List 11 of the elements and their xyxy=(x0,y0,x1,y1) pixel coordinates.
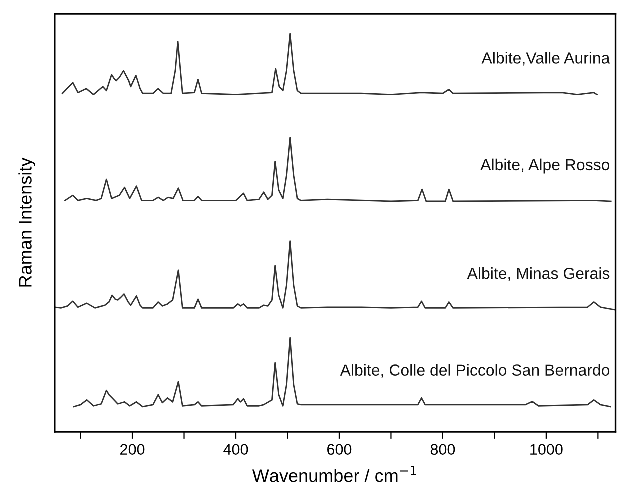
series-label: Albite, Colle del Piccolo San Bernardo xyxy=(340,364,610,378)
series-label: Albite, Minas Gerais xyxy=(467,268,610,282)
series-label: Albite, Alpe Rosso xyxy=(480,158,610,174)
x-tick-label: 800 xyxy=(430,444,456,456)
x-tick-label: 600 xyxy=(328,444,352,456)
x-tick-label: 400 xyxy=(224,444,248,456)
series-label: Albite,Valle Aurina xyxy=(482,52,610,66)
x-axis-title: Wavenumber / cm$^{−1}$ xyxy=(252,466,416,482)
x-tick-label: 200 xyxy=(120,444,145,456)
y-axis-title: Raman Intensity xyxy=(18,158,36,287)
x-tick-label: 1000 xyxy=(530,444,563,456)
